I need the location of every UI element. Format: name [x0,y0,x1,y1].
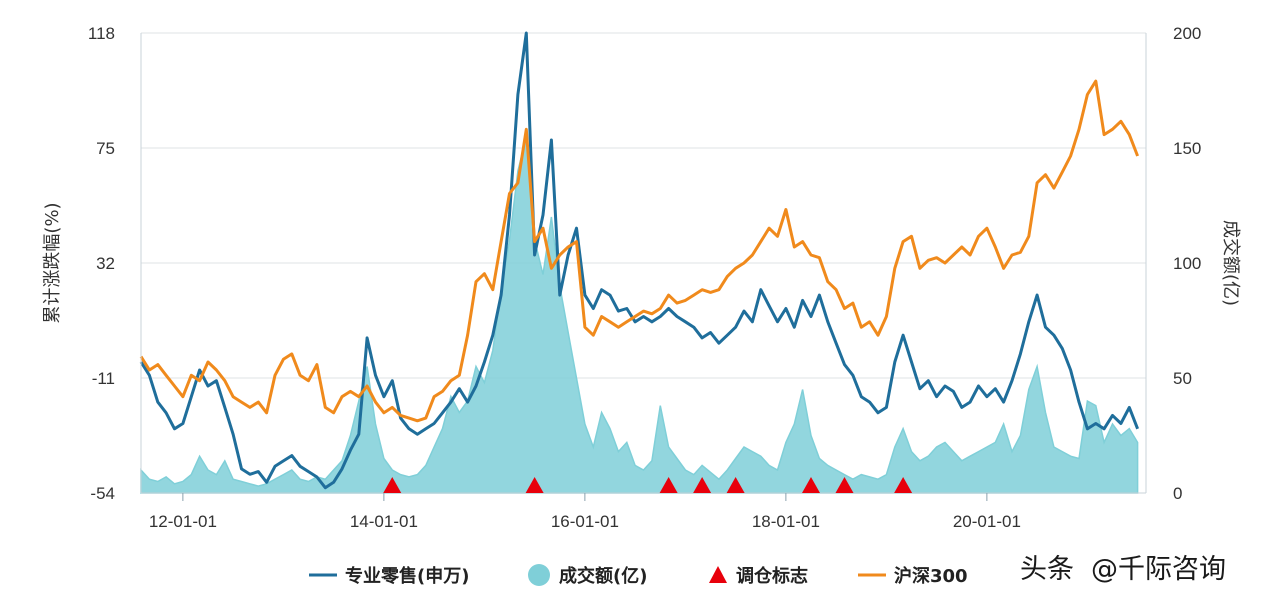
rebalance-marker [894,477,913,493]
y-right-tick-label: 0 [1173,484,1182,503]
right-axis-title: 成交额(亿) [1220,220,1241,306]
y-left-tick-label: 32 [96,254,115,273]
series-lines [139,31,1139,490]
legend-label: 沪深300 [894,565,968,587]
x-tick-label: 20-01-01 [953,512,1021,531]
rebalance-markers [383,477,913,493]
rebalance-marker [726,477,745,493]
series-area-volume [140,136,1139,494]
y-right-tick-label: 50 [1173,369,1192,388]
rebalance-marker [693,477,712,493]
y-left-tick-label: -54 [90,484,115,503]
legend-label: 专业零售(申万) [345,565,469,587]
left-axis-title: 累计涨跌幅(%) [42,202,63,323]
rebalance-marker [659,477,678,493]
y-right-tick-label: 100 [1173,254,1201,273]
legend-label: 成交额(亿) [559,565,647,587]
y-right-tick-label: 200 [1173,24,1201,43]
x-axis-ticks: 12-01-01 14-01-01 16-01-01 18-01-01 20-01-01 [149,493,1021,531]
watermark-brand: 头条 [1020,554,1074,585]
left-y-axis-ticks: 118 75 32 -11 -54 [88,24,115,503]
x-tick-label: 16-01-01 [551,512,619,531]
series-line-hs300 [139,79,1139,423]
y-right-tick-label: 150 [1173,139,1201,158]
trading-volume-area [140,136,1139,494]
watermark: 头条 @千际咨询 [1020,554,1226,585]
y-left-tick-label: 75 [96,139,115,158]
watermark-handle: @千际咨询 [1091,554,1226,585]
legend-triangle-swatch [709,566,727,583]
plot-frame [140,33,1147,494]
rebalance-marker [383,477,402,493]
legend: 专业零售(申万) 成交额(亿) 调仓标志 沪深300 [309,564,968,587]
grid-lines [141,32,1146,494]
rebalance-marker [525,477,544,493]
x-tick-label: 18-01-01 [752,512,820,531]
right-y-axis-ticks: 200 150 100 50 0 [1173,24,1201,503]
rebalance-marker [835,477,854,493]
legend-circle-swatch [528,564,550,586]
series-line-retail [139,31,1139,490]
legend-label: 调仓标志 [736,565,808,587]
x-tick-label: 12-01-01 [149,512,217,531]
y-left-tick-label: -11 [92,369,115,388]
rebalance-marker [802,477,820,493]
y-left-tick-label: 118 [88,24,115,43]
x-tick-label: 14-01-01 [350,512,418,531]
